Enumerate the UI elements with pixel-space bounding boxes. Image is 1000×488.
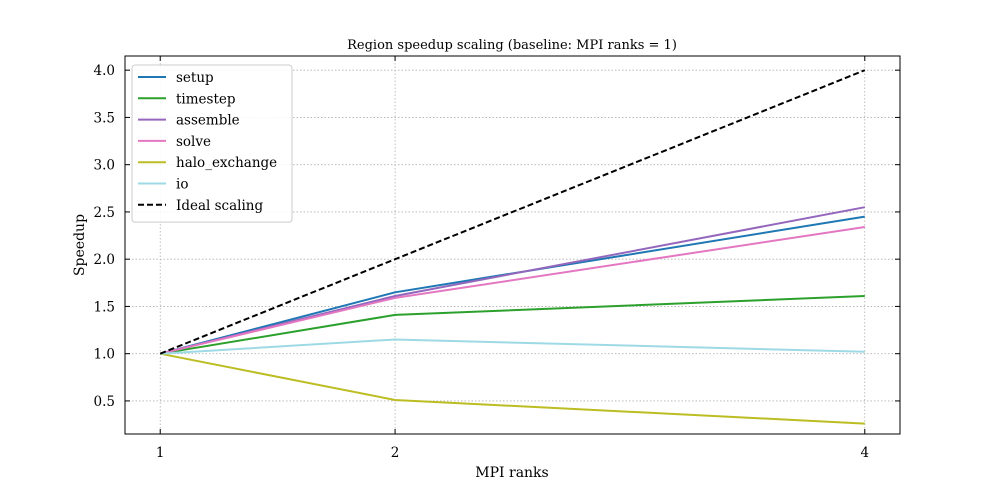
plot-area-frame xyxy=(124,55,901,435)
x-tick-label: 2 xyxy=(391,445,400,461)
x-tick-label: 4 xyxy=(860,445,869,461)
y-tick-label: 3.0 xyxy=(94,158,115,174)
legend-box xyxy=(131,64,293,223)
legend-label-solve: solve xyxy=(176,134,211,150)
series-lines xyxy=(159,69,866,425)
y-axis-label: Speedup xyxy=(72,214,88,276)
y-tick-label: 1.0 xyxy=(94,347,115,363)
series-line-solve xyxy=(159,226,865,355)
y-tick-label: 4.0 xyxy=(94,63,115,79)
axis-ticks: 1 2 4 0.5 1.0 1.5 2.0 2.5 3.0 3.5 4.0 xyxy=(94,56,900,461)
series-line-halo-exchange xyxy=(160,352,865,425)
series-line-io xyxy=(160,338,865,355)
x-tick-label: 1 xyxy=(156,445,165,461)
legend-label-assemble: assemble xyxy=(176,113,240,129)
series-line-timestep xyxy=(160,295,865,355)
y-tick-label: 0.5 xyxy=(94,394,115,410)
legend-label-timestep: timestep xyxy=(176,91,236,107)
y-tick-label: 2.5 xyxy=(94,205,115,221)
series-line-setup xyxy=(159,215,865,355)
legend-label-halo-exchange: halo_exchange xyxy=(176,155,277,171)
x-axis-label: MPI ranks xyxy=(475,465,548,481)
legend: setup timestep assemble solve halo_exchangei… xyxy=(131,64,293,223)
y-tick-label: 3.5 xyxy=(94,110,115,126)
y-tick-label: 2.0 xyxy=(94,252,115,268)
legend-label-setup: setup xyxy=(176,70,214,86)
legend-label-io: io xyxy=(176,177,188,193)
y-tick-label: 1.5 xyxy=(94,299,115,315)
legend-label-ideal-scaling: Ideal scaling xyxy=(176,198,263,214)
series-line-ideal-scaling xyxy=(159,69,866,355)
chart-title: Region speedup scaling (baseline: MPI ra… xyxy=(347,38,677,53)
